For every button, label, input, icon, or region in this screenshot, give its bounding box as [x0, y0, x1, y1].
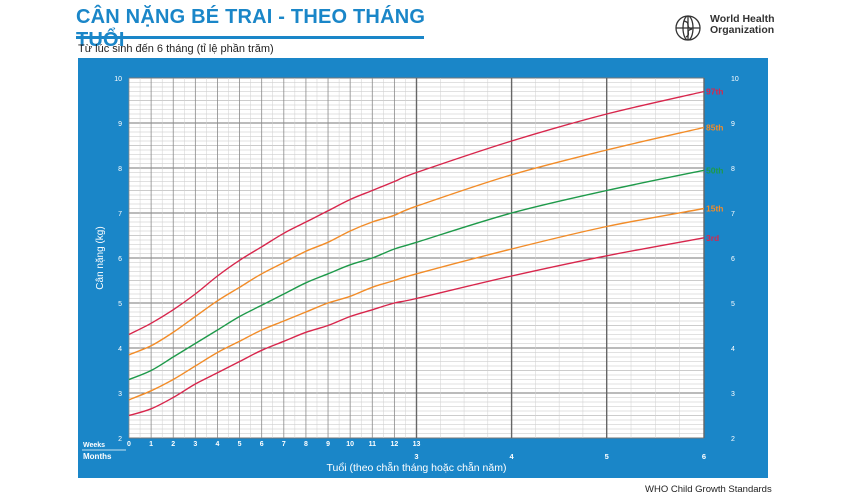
week-tick-label: 6 — [260, 441, 264, 448]
week-tick-label: 10 — [346, 441, 354, 448]
week-tick-label: 4 — [216, 441, 220, 448]
percentile-line-3rd — [128, 237, 705, 417]
y-tick-label-left: 9 — [118, 121, 122, 128]
series-label-50th: 50th — [706, 165, 723, 175]
y-tick-label-right: 9 — [731, 121, 735, 128]
y-tick-label-left: 2 — [118, 436, 122, 443]
y-tick-label-right: 4 — [731, 346, 735, 353]
month-tick-label: 6 — [702, 452, 706, 461]
weeks-axis-label: Weeks — [83, 442, 105, 449]
chart-labels: 2 23 34 45 56 67 78 89 910 100 1 2 3 4 5 6 7 8 9 10 11 12 133 4… — [82, 76, 739, 474]
y-axis-title: Cân nặng (kg) — [95, 226, 106, 289]
month-tick-label: 4 — [510, 452, 515, 461]
series-label-85th: 85th — [706, 123, 723, 133]
series-label-3rd: 3rd — [706, 233, 719, 243]
chart-subtitle: Từ lúc sinh đến 6 tháng (tỉ lệ phần trăm… — [78, 43, 274, 55]
series-label-97th: 97th — [706, 87, 723, 97]
title-underline — [76, 36, 424, 39]
week-tick-label: 2 — [171, 441, 175, 448]
series-label-15th: 15th — [706, 204, 723, 214]
percentile-line-15th — [128, 207, 705, 401]
week-tick-label: 13 — [413, 441, 421, 448]
y-tick-label-left: 5 — [118, 301, 122, 308]
chart-grid — [128, 77, 705, 439]
week-tick-label: 1 — [149, 441, 153, 448]
week-tick-label: 9 — [326, 441, 330, 448]
week-tick-label: 3 — [193, 441, 197, 448]
y-tick-label-left: 3 — [118, 391, 122, 398]
chart-frame — [78, 58, 768, 478]
who-emblem-icon — [675, 15, 701, 41]
x-axis-title: Tuổi (theo chẵn tháng hoặc chẵn năm) — [327, 461, 507, 474]
chart-title: CÂN NẶNG BÉ TRAI - THEO THÁNG TUỔI — [76, 6, 426, 51]
week-tick-label: 0 — [127, 441, 131, 448]
who-logo-text: World Health Organization — [710, 14, 775, 36]
who-logo-line2: Organization — [710, 24, 775, 36]
week-tick-label: 7 — [282, 441, 286, 448]
week-tick-label: 8 — [304, 441, 308, 448]
percentile-line-50th — [128, 169, 705, 381]
y-tick-label-left: 4 — [118, 346, 122, 353]
y-tick-label-left: 7 — [118, 211, 122, 218]
y-tick-label-right: 7 — [731, 211, 735, 218]
percentile-line-85th — [128, 126, 705, 356]
week-tick-label: 11 — [369, 441, 377, 448]
y-tick-label-right: 2 — [731, 436, 735, 443]
y-tick-label-right: 8 — [731, 166, 735, 173]
month-tick-label: 5 — [605, 452, 609, 461]
y-tick-label-left: 8 — [118, 166, 122, 173]
who-logo-line1: World Health — [710, 13, 775, 25]
y-tick-label-right: 10 — [731, 76, 739, 83]
footer-credit: WHO Child Growth Standards — [645, 484, 772, 495]
y-tick-label-right: 5 — [731, 301, 735, 308]
month-tick-label: 3 — [414, 452, 418, 461]
percentile-curves — [128, 90, 705, 417]
y-tick-label-left: 6 — [118, 256, 122, 263]
y-tick-label-right: 6 — [731, 256, 735, 263]
week-tick-label: 5 — [238, 441, 242, 448]
y-tick-label-left: 10 — [114, 76, 122, 83]
y-tick-label-right: 3 — [731, 391, 735, 398]
percentile-line-97th — [128, 90, 705, 336]
months-axis-label: Months — [83, 452, 112, 461]
week-tick-label: 12 — [390, 441, 398, 448]
